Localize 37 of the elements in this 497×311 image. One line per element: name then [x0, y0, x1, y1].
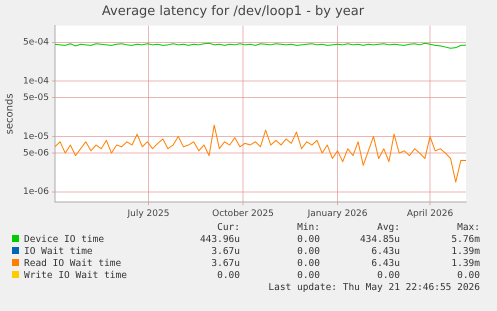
text: 0.00 [296, 258, 320, 270]
x-tick-label: January 2026 [306, 208, 368, 219]
legend-label: Write IO Wait time [23, 270, 128, 282]
y-axis-title: seconds [4, 93, 16, 134]
text: 6.43u [370, 258, 400, 270]
legend-label: Read IO Wait time [23, 258, 122, 270]
text: Last update: Thu May 21 22:46:55 2026 [267, 282, 480, 294]
text: 0.00 [296, 246, 320, 258]
text: 0.00 [456, 270, 480, 282]
legend-label: IO Wait time [23, 246, 94, 258]
text: Max: [456, 222, 480, 234]
text: 434.85u [358, 234, 400, 246]
text: 0.00 [376, 270, 400, 282]
text: 0.00 [296, 270, 320, 282]
text: 443.96u [198, 234, 240, 246]
text: Min: [296, 222, 320, 234]
text: 1.39m [450, 246, 480, 258]
x-tick-label: April 2026 [406, 208, 454, 219]
text: Cur: [216, 222, 240, 234]
y-tick-label: 1e-04 [22, 76, 50, 86]
y-tick-label: 5e-06 [22, 148, 50, 158]
x-tick-label: October 2025 [212, 208, 274, 219]
text: 3.67u [210, 258, 240, 270]
text: Avg: [376, 222, 400, 234]
text: 0.00 [216, 270, 240, 282]
y-tick-label: 5e-04 [22, 38, 50, 48]
x-tick-label: July 2025 [126, 208, 170, 219]
y-tick-label: 5e-05 [22, 93, 49, 104]
text: 3.67u [210, 246, 240, 258]
text: 0.00 [296, 234, 320, 246]
legend-label: Device IO time [23, 234, 106, 246]
y-tick-label: 1e-05 [22, 132, 49, 142]
chart-title: Average latency for /dev/loop1 - by year [102, 4, 365, 20]
text: 5.76m [450, 234, 480, 246]
text: 1.39m [450, 258, 480, 270]
y-tick-label: 1e-06 [22, 187, 50, 198]
text: 6.43u [370, 246, 400, 258]
